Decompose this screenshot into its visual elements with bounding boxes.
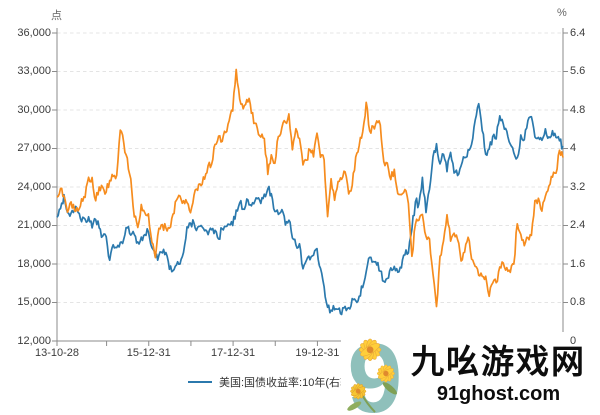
flower-icon [350,383,367,400]
x-axis-tick-label: 15-12-31 [126,347,171,359]
watermark: 9 [341,332,600,415]
y-axis-left-tick-label: 21,000 [17,219,51,231]
leaf-icon [382,382,397,395]
y-axis-left-tick-label: 24,000 [17,180,51,193]
index-line-series [56,68,564,308]
y-axis-right-tick-label: 4.8 [570,103,586,116]
watermark-site-name: 九吆游戏网 [411,343,586,380]
x-axis-tick-label: 17-12-31 [211,347,256,359]
yield-line-series [56,102,564,316]
y-axis-right-tick-label: 2.4 [570,219,586,231]
y-axis-left-tick-label: 18,000 [17,257,51,270]
y-axis-right-tick-label: 5.6 [570,65,586,77]
left-axis-unit-label: 点 [51,10,62,22]
y-axis-right-tick-label: 1.6 [570,257,586,270]
x-axis-tick-label: 13-10-28 [34,347,80,359]
flower-icon [358,338,382,361]
y-axis-right-tick-label: 0.8 [570,296,586,308]
y-axis-left-tick-label: 15,000 [17,296,51,308]
y-axis-left-tick-label: 12,000 [17,334,51,347]
y-axis-left-tick-label: 36,000 [17,26,51,39]
y-axis-left-tick-label: 27,000 [17,142,51,154]
legend-label: 美国:国债收益率:10年(右轴) [219,377,355,389]
y-axis-right-tick-label: 3.2 [570,180,586,193]
watermark-site-url: 91ghost.com [436,383,561,406]
legend: 美国:国债收益率:10年(右轴) [188,374,355,390]
watermark-text: 九吆游戏网 91ghost.com [411,332,586,405]
y-axis-right-tick-label: 0 [570,334,577,347]
x-axis-tick-label: 19-12-31 [295,347,340,359]
y-axis-left-tick-label: 30,000 [17,103,51,116]
y-axis-right-tick-label: 4 [570,142,577,154]
leaf-icon [347,401,362,411]
y-axis-right-tick-label: 6.4 [570,26,586,39]
legend-line-swatch [188,381,212,383]
flower-icon [376,364,395,383]
right-axis-unit-label: % [557,7,567,19]
y-axis-left-tick-label: 33,000 [17,65,51,77]
watermark-logo-9-flowers-icon: 9 [347,332,402,415]
